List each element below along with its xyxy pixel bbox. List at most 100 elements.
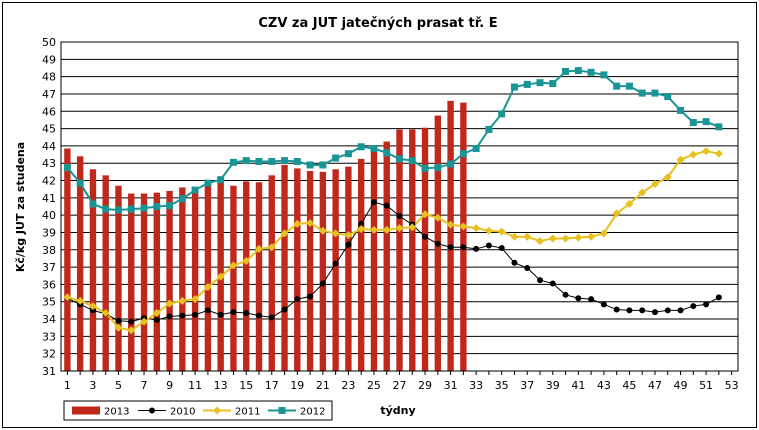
x-tick-label: 21 xyxy=(316,379,330,392)
point-2011 xyxy=(203,283,212,292)
point-2011 xyxy=(140,317,149,326)
point-2010 xyxy=(153,316,160,323)
point-2011 xyxy=(650,179,659,188)
point-2010 xyxy=(485,242,492,249)
point-2011 xyxy=(318,226,327,235)
point-2010 xyxy=(217,311,224,318)
line-2012 xyxy=(66,69,720,211)
bar-2013 xyxy=(421,127,429,371)
bar-2013 xyxy=(204,184,212,371)
x-tick-label: 53 xyxy=(725,379,739,392)
point-2010 xyxy=(294,296,301,303)
bar-2013 xyxy=(357,158,365,371)
point-2012 xyxy=(562,67,570,75)
point-2012 xyxy=(89,200,97,208)
point-2010 xyxy=(230,309,237,316)
point-2012 xyxy=(523,80,531,88)
bar-2013 xyxy=(460,102,467,372)
y-tick-label: 34 xyxy=(42,313,56,326)
point-2012 xyxy=(306,161,314,169)
point-2012 xyxy=(600,71,608,79)
bar-2013 xyxy=(179,187,186,371)
point-2011 xyxy=(472,224,481,233)
x-tick-label: 13 xyxy=(214,379,228,392)
bar-2013 xyxy=(128,193,135,371)
point-2011 xyxy=(127,326,136,335)
point-2011 xyxy=(574,233,583,242)
point-2011 xyxy=(191,295,200,304)
point-2010 xyxy=(89,307,96,314)
point-2012 xyxy=(255,157,263,165)
bar-2013 xyxy=(153,192,160,371)
x-tick-label: 51 xyxy=(699,379,713,392)
x-tick-label: 35 xyxy=(495,379,509,392)
point-2010 xyxy=(715,294,722,301)
point-2010 xyxy=(192,311,199,318)
point-2011 xyxy=(421,210,430,219)
bar-2013 xyxy=(383,141,390,371)
y-tick-label: 48 xyxy=(42,71,56,84)
point-2011 xyxy=(497,227,506,236)
y-tick-label: 40 xyxy=(42,209,56,222)
point-2010 xyxy=(588,296,595,303)
point-2010 xyxy=(396,213,403,220)
point-2012 xyxy=(434,164,442,172)
y-tick-label: 33 xyxy=(42,330,56,343)
point-2012 xyxy=(472,144,480,152)
point-2010 xyxy=(562,291,569,298)
y-tick-label: 41 xyxy=(42,192,56,205)
point-2011 xyxy=(114,323,123,332)
point-2010 xyxy=(651,309,658,316)
point-2011 xyxy=(357,225,366,234)
x-tick-label: 9 xyxy=(166,379,173,392)
point-2012 xyxy=(664,93,672,101)
x-tick-label: 49 xyxy=(674,379,688,392)
point-2012 xyxy=(229,158,237,166)
point-2011 xyxy=(676,155,685,164)
point-2012 xyxy=(574,67,582,75)
point-2012 xyxy=(63,164,71,172)
point-2010 xyxy=(179,312,186,319)
point-2010 xyxy=(537,277,544,284)
point-2010 xyxy=(204,307,211,314)
point-2010 xyxy=(345,241,352,248)
y-tick-label: 46 xyxy=(42,105,56,118)
bar-2013 xyxy=(306,171,314,371)
chart-title: CZV za JUT jatečných prasat tř. E xyxy=(258,16,497,31)
bar-2013 xyxy=(243,181,250,371)
point-2011 xyxy=(561,234,570,243)
y-tick-label: 45 xyxy=(42,123,56,136)
point-2010 xyxy=(690,303,697,310)
point-2010 xyxy=(626,307,633,314)
point-2011 xyxy=(484,226,493,235)
point-2011 xyxy=(408,223,417,232)
point-2012 xyxy=(715,123,723,131)
point-2011 xyxy=(663,173,672,182)
point-2010 xyxy=(268,314,275,321)
point-2012 xyxy=(625,82,633,90)
x-tick-label: 33 xyxy=(469,379,483,392)
point-2010 xyxy=(422,233,429,240)
y-tick-label: 39 xyxy=(42,226,56,239)
point-2012 xyxy=(140,204,148,212)
point-2010 xyxy=(370,199,377,206)
point-2012 xyxy=(396,155,403,163)
point-2010 xyxy=(600,301,607,308)
point-2010 xyxy=(166,313,173,320)
point-2012 xyxy=(651,89,659,97)
point-2011 xyxy=(382,225,391,234)
x-tick-label: 5 xyxy=(115,379,122,392)
x-tick-label: 1 xyxy=(64,379,71,392)
bar-2013 xyxy=(396,129,403,371)
point-2010 xyxy=(613,306,620,313)
point-2012 xyxy=(510,83,518,91)
point-2012 xyxy=(268,157,276,165)
point-2011 xyxy=(267,243,276,252)
y-tick-label: 31 xyxy=(42,365,56,378)
point-2012 xyxy=(357,143,365,151)
x-tick-label: 19 xyxy=(290,379,304,392)
point-2012 xyxy=(421,164,429,172)
point-2011 xyxy=(293,219,302,228)
point-2011 xyxy=(523,232,532,241)
